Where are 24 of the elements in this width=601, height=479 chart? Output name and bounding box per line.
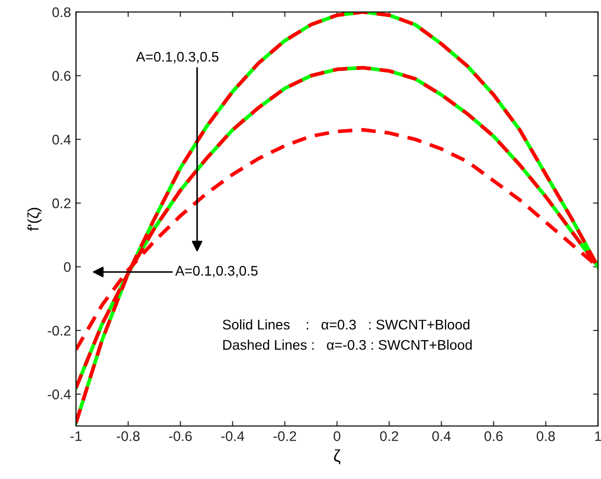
x-tick-label: 0.6 (484, 431, 503, 442)
annotation: A=0.1,0.3,0.5 (175, 266, 258, 278)
x-tick-label: 0.4 (432, 431, 451, 442)
y-tick-label: 0.8 (52, 7, 71, 18)
x-axis-title: ζ (334, 449, 340, 464)
y-tick-label: 0.6 (52, 71, 71, 81)
y-tick-label: -0.2 (48, 326, 70, 336)
annotation: Solid Lines : α=0.3 : SWCNT+Blood (222, 319, 470, 330)
y-axis-title: f'(ζ) (27, 208, 42, 231)
x-tick-label: -0.4 (221, 431, 244, 442)
y-tick-label: 0 (64, 262, 71, 272)
y-tick-label: -0.4 (48, 389, 71, 400)
x-tick-label: -1 (70, 431, 82, 441)
x-tick-label: 0 (334, 431, 340, 442)
x-tick-label: -0.6 (169, 431, 192, 442)
y-tick-label: 0.2 (52, 198, 70, 208)
x-tick-label: -0.2 (273, 431, 296, 442)
x-tick-label: 0.2 (380, 431, 398, 442)
x-tick-label: 0.8 (536, 431, 555, 442)
annotation: Dashed Lines : α=-0.3 : SWCNT+Blood (223, 340, 472, 350)
x-tick-label: 1 (595, 431, 601, 441)
y-tick-label: 0.4 (52, 134, 71, 145)
x-tick-label: -0.8 (116, 431, 140, 442)
annotation: A=0.1,0.3,0.5 (136, 52, 218, 64)
